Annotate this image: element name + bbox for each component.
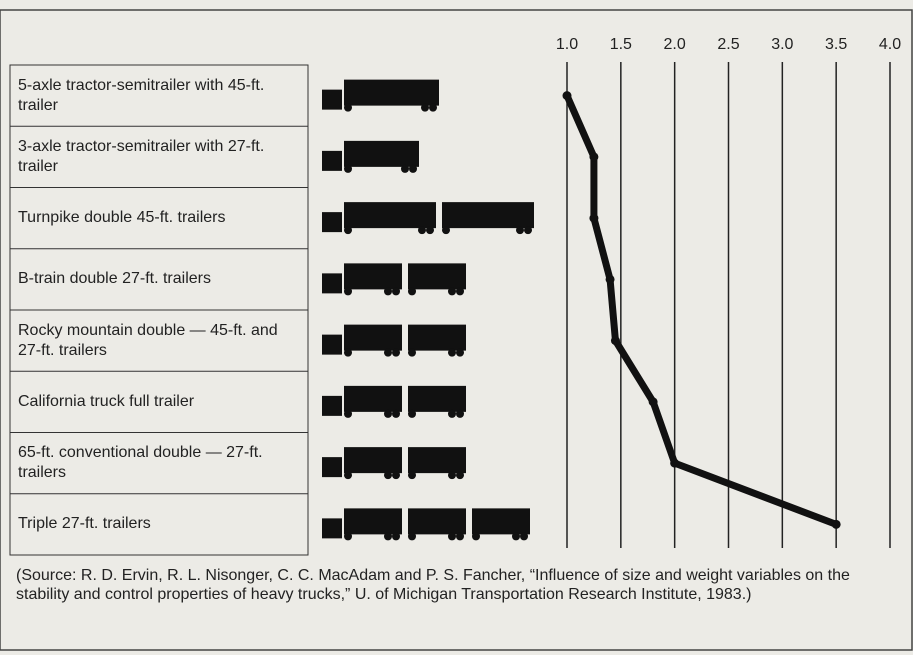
truck-icon	[322, 325, 466, 357]
category-label: 5-axle tractor-semitrailer with 45-ft. t…	[10, 65, 298, 126]
category-label: California truck full trailer	[10, 371, 298, 432]
truck-icon	[322, 386, 466, 418]
data-point	[563, 91, 572, 100]
page: 1.0 1.5 2.0 2.5 3.0 3.5 4.0 (Source: R. D. Erv…	[0, 0, 913, 655]
data-point	[649, 397, 658, 406]
x-tick-label: 3.5	[825, 36, 847, 53]
category-label: Rocky mountain double — 45-ft. and 27-ft…	[10, 310, 298, 371]
data-point	[670, 459, 679, 468]
data-point	[611, 336, 620, 345]
category-label: B-train double 27-ft. trailers	[10, 249, 298, 310]
x-tick-label: 2.0	[664, 36, 686, 53]
data-point	[606, 275, 615, 284]
truck-icon	[322, 508, 530, 540]
category-label: Turnpike double 45-ft. trailers	[10, 188, 298, 249]
truck-icon	[322, 202, 534, 234]
data-point	[832, 520, 841, 529]
truck-icon	[322, 447, 466, 479]
x-tick-label: 4.0	[879, 36, 901, 53]
source-note: (Source: R. D. Ervin, R. L. Nisonger, C.…	[16, 566, 906, 604]
data-point	[589, 152, 598, 161]
data-point	[589, 214, 598, 223]
truck-icon	[322, 263, 466, 295]
x-tick-label: 1.5	[610, 36, 632, 53]
category-label: 65-ft. conventional double — 27-ft. trai…	[10, 433, 298, 494]
truck-icon	[322, 80, 439, 112]
x-tick-label: 1.0	[556, 36, 578, 53]
x-tick-label: 2.5	[717, 36, 739, 53]
category-label: 3-axle tractor-semitrailer with 27-ft. t…	[10, 126, 298, 187]
data-line	[567, 96, 836, 525]
truck-icon	[322, 141, 419, 173]
x-tick-label: 3.0	[771, 36, 793, 53]
category-label: Triple 27-ft. trailers	[10, 494, 298, 555]
